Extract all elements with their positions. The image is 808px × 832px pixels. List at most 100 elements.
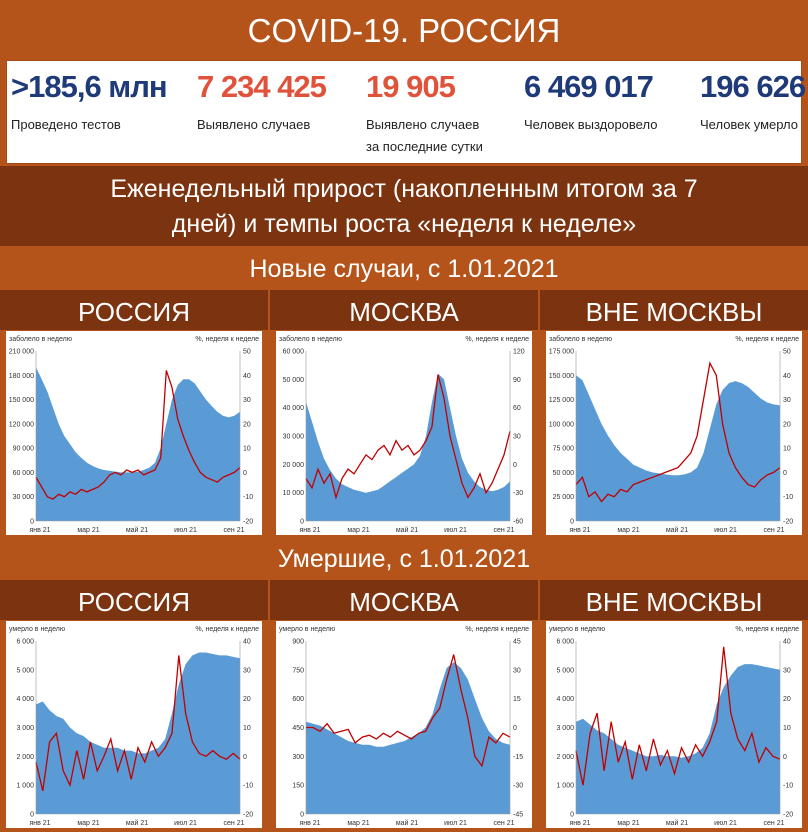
y-tick-label: 30 000	[283, 434, 305, 441]
y2-tick-label: 45	[513, 639, 521, 646]
y-tick-label: 120 000	[9, 421, 34, 428]
y2-tick-label: 10	[783, 725, 791, 732]
x-tick-label: сен 21	[224, 527, 245, 534]
y-axis-title: умерло в неделю	[279, 626, 335, 633]
region-moscow-cases: МОСКВА	[270, 290, 538, 330]
x-tick-label: янв 21	[569, 820, 590, 827]
y2-tick-label: 30	[243, 397, 251, 404]
y2-tick-label: 20	[243, 421, 251, 428]
y2-tick-label: -20	[243, 519, 253, 526]
y2-axis-title: %, неделя к неделе	[465, 336, 529, 343]
stat-tests-label: Проведено тестов	[11, 117, 121, 132]
x-tick-label: май 21	[666, 819, 688, 827]
chart-russia-cases: заболело в неделю %, неделя к неделе 0 30 0…	[6, 331, 262, 535]
x-tick-label: май 21	[126, 526, 148, 534]
chart-moscow-deaths: умерло в неделю%, неделя к неделе 0 150 300…	[276, 621, 532, 828]
y2-tick-label: -10	[783, 783, 793, 790]
page-title: COVID-19. РОССИЯ	[0, 0, 808, 60]
line-series	[35, 655, 241, 792]
x-tick-label: мар 21	[617, 527, 639, 534]
line-series	[575, 361, 781, 503]
y-tick-label: 2 000	[556, 754, 574, 761]
region-russia-deaths: РОССИЯ	[0, 580, 268, 620]
chart-outside-deaths: умерло в неделю %, неделя к неделе 0 1 000 2…	[546, 621, 802, 828]
x-tick-label: мар 21	[347, 820, 369, 827]
y2-axis-title: %, неделя к неделе	[735, 626, 799, 633]
y-tick-label: 100 000	[549, 421, 574, 428]
area-series	[576, 375, 780, 521]
region-outside-deaths: ВНЕ МОСКВЫ	[540, 580, 808, 620]
stat-deaths-value: 196 626	[700, 69, 806, 104]
y2-tick-label: 30	[783, 667, 791, 674]
y-tick-label: 210 000	[9, 349, 34, 356]
y2-tick-label: 50	[243, 349, 251, 356]
y-tick-label: 2 000	[16, 754, 34, 761]
y2-tick-label: 10	[243, 446, 251, 453]
y-tick-label: 600	[292, 696, 304, 703]
y-tick-label: 6 000	[556, 639, 574, 646]
y-tick-label: 125 000	[549, 397, 574, 404]
y2-tick-label: -10	[783, 494, 793, 501]
x-tick-label: мар 21	[617, 820, 639, 827]
area-series	[306, 373, 510, 521]
y-tick-label: 300	[292, 754, 304, 761]
y2-tick-label: 20	[243, 696, 251, 703]
x-tick-label: янв 21	[299, 820, 320, 827]
y2-tick-label: 50	[783, 349, 791, 356]
stat-daily-cases-value: 19 905	[366, 69, 456, 104]
y2-tick-label: 40	[783, 373, 791, 380]
area-series	[306, 662, 510, 814]
subtitle-band: Еженедельный прирост (накопленным итогом…	[0, 166, 808, 246]
x-tick-label: июл 21	[714, 527, 737, 534]
y2-tick-label: 40	[243, 639, 251, 646]
y2-tick-label: 10	[243, 725, 251, 732]
y2-tick-label: 30	[243, 667, 251, 674]
stat-tests-value: >185,6 млн	[11, 69, 168, 104]
y-tick-label: 60 000	[13, 470, 35, 477]
y-tick-label: 40 000	[283, 405, 305, 412]
stat-cases: 7 234 425 Выявлено случаев	[197, 61, 327, 136]
stats-panel: >185,6 млн Проведено тестов 7 234 425 Вы…	[6, 60, 806, 164]
y2-tick-label: -30	[513, 783, 523, 790]
y-tick-label: 0	[300, 519, 304, 526]
x-tick-label: июл 21	[174, 527, 197, 534]
y2-axis-title: %, неделя к неделе	[735, 336, 799, 343]
y-axis-title: заболело в неделю	[9, 335, 72, 343]
y-tick-label: 1 000	[16, 783, 34, 790]
subtitle-line-2: дней) и темпы роста «неделя к неделе»	[171, 210, 637, 238]
y2-tick-label: 15	[513, 696, 521, 703]
y2-tick-label: 40	[243, 373, 251, 380]
region-moscow-deaths: МОСКВА	[270, 580, 538, 620]
y2-axis-title: %, неделя к неделе	[465, 626, 529, 633]
y2-tick-label: 0	[783, 754, 787, 761]
y2-tick-label: 20	[783, 421, 791, 428]
y-tick-label: 30 000	[13, 494, 35, 501]
y-tick-label: 750	[292, 667, 304, 674]
y-tick-label: 3 000	[16, 725, 34, 732]
y2-axis-title: %, неделя к неделе	[195, 626, 259, 633]
chart-russia-deaths: умерло в неделю %, неделя к неделе 0 1 000 2…	[6, 621, 262, 828]
y2-tick-label: 30	[513, 667, 521, 674]
y-tick-label: 75 000	[553, 446, 575, 453]
y2-tick-label: 0	[783, 470, 787, 477]
y-tick-label: 4 000	[16, 696, 34, 703]
y-tick-label: 4 000	[556, 696, 574, 703]
stat-cases-label: Выявлено случаев	[197, 117, 311, 132]
stat-daily-cases: 19 905 Выявлено случаев за последние сут…	[366, 61, 483, 157]
y-tick-label: 3 000	[556, 725, 574, 732]
y-tick-label: 90 000	[13, 446, 35, 453]
x-tick-label: мар 21	[77, 820, 99, 827]
stat-daily-cases-label2: за последние сутки	[366, 139, 483, 154]
x-tick-label: сен 21	[764, 820, 785, 827]
y-tick-label: 6 000	[16, 639, 34, 646]
y-tick-label: 150	[292, 783, 304, 790]
y-tick-label: 20 000	[283, 462, 305, 469]
area-series	[36, 367, 240, 521]
region-outside-cases: ВНЕ МОСКВЫ	[540, 290, 808, 330]
y-tick-label: 60 000	[283, 349, 305, 356]
section-cases-title: Новые случаи, с 1.01.2021	[0, 248, 808, 288]
stat-deaths: 196 626 Человек умерло	[700, 61, 806, 136]
chart-outside-cases: заболело в неделю %, неделя к неделе 0 25 0…	[546, 331, 802, 535]
stat-daily-cases-label: Выявлено случаев	[366, 117, 480, 132]
y-tick-label: 50 000	[553, 470, 575, 477]
